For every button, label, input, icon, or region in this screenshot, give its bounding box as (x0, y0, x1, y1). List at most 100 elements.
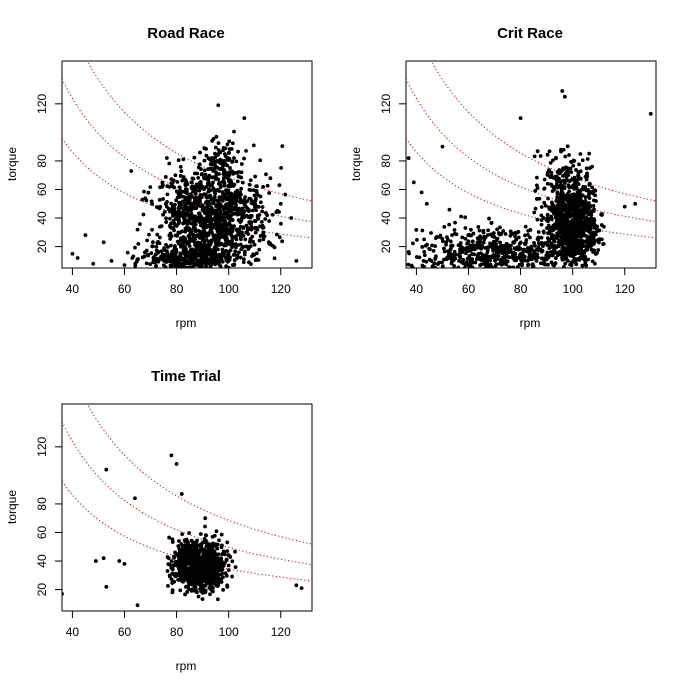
data-point (583, 199, 588, 204)
data-point (187, 206, 192, 211)
data-point (516, 235, 521, 240)
data-point (242, 249, 247, 254)
data-point (146, 253, 151, 258)
data-point (490, 265, 494, 268)
data-point (215, 584, 220, 588)
data-point (210, 577, 215, 582)
data-point (257, 238, 262, 243)
x-tick-label: 120 (271, 625, 291, 639)
data-point (466, 239, 471, 244)
data-point (601, 242, 606, 246)
data-point (172, 221, 177, 226)
data-point (458, 241, 463, 245)
data-point (203, 564, 207, 569)
y-tick-label: 40 (35, 211, 49, 225)
data-point (261, 237, 266, 242)
data-point (222, 175, 227, 180)
data-point (294, 583, 299, 588)
data-point (225, 253, 230, 258)
data-point (437, 235, 442, 239)
data-point (192, 576, 196, 581)
data-point (633, 201, 638, 206)
data-point (238, 196, 242, 201)
data-point (577, 249, 582, 253)
data-point (569, 196, 574, 201)
y-tick-label: 80 (379, 154, 393, 168)
data-point (241, 225, 246, 230)
data-point (433, 244, 438, 248)
data-point (277, 183, 282, 188)
data-point (222, 211, 227, 216)
data-point (188, 265, 193, 268)
data-point (181, 157, 186, 162)
data-point (201, 245, 206, 250)
data-point (214, 575, 219, 580)
data-point (175, 234, 180, 238)
data-point (545, 236, 550, 241)
data-point (254, 208, 258, 213)
data-point (147, 232, 151, 237)
data-point (593, 188, 598, 193)
data-point (228, 555, 233, 559)
data-point (129, 169, 134, 173)
data-point (198, 548, 203, 552)
data-point (212, 533, 217, 538)
data-point (130, 256, 135, 260)
data-point (218, 253, 223, 258)
data-point (133, 245, 137, 250)
data-point (225, 238, 230, 243)
data-point (180, 261, 185, 266)
data-point (187, 531, 192, 535)
data-point (433, 236, 438, 241)
data-point (568, 166, 573, 171)
data-point (177, 200, 182, 205)
data-point (451, 258, 456, 263)
data-point (193, 237, 197, 242)
data-point (246, 232, 251, 236)
y-tick-label: 60 (379, 182, 393, 196)
data-point (580, 158, 585, 163)
data-point (219, 241, 224, 246)
data-point (209, 188, 213, 193)
data-point (415, 237, 419, 242)
data-point (564, 255, 568, 259)
data-point (543, 203, 548, 208)
data-point (235, 179, 240, 184)
data-point (207, 572, 212, 577)
data-point (188, 261, 193, 265)
data-point (220, 166, 225, 170)
data-point (561, 198, 566, 202)
data-point (280, 239, 285, 244)
data-point (485, 258, 490, 263)
data-point (246, 215, 251, 220)
data-point (161, 197, 165, 201)
data-point (462, 265, 467, 268)
data-point (567, 226, 571, 231)
data-point (210, 162, 215, 167)
data-point (586, 257, 591, 262)
data-point (453, 220, 457, 225)
data-point (204, 153, 209, 158)
data-point (164, 249, 169, 254)
data-point (175, 180, 180, 184)
data-point (177, 547, 182, 551)
data-point (210, 198, 215, 202)
data-point (201, 208, 206, 213)
data-point (176, 544, 181, 548)
data-point (213, 244, 218, 249)
data-point (196, 165, 201, 170)
data-point (229, 191, 233, 196)
data-point (161, 212, 166, 217)
data-point (164, 156, 169, 160)
data-point (199, 195, 204, 200)
data-point (563, 228, 568, 233)
data-point (192, 171, 197, 176)
data-point (213, 215, 218, 220)
data-point (550, 245, 554, 249)
data-point (556, 218, 560, 223)
data-point (233, 549, 237, 554)
data-point (155, 256, 160, 261)
data-point (176, 214, 181, 219)
data-point (222, 183, 227, 188)
